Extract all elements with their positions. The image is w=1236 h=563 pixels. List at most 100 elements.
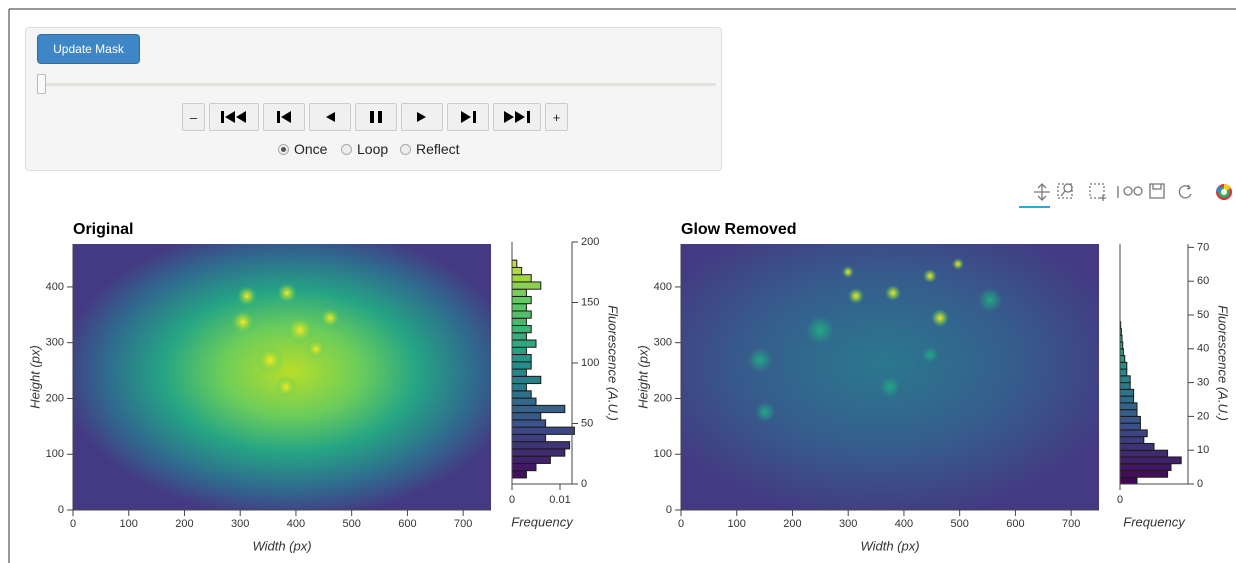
histogram-bar	[511, 462, 537, 472]
radio-option[interactable]: Reflect	[400, 141, 460, 157]
histogram-bar	[511, 441, 571, 450]
x-tick-label: 400	[287, 518, 305, 530]
histogram-bar	[511, 317, 527, 326]
histogram-bar	[511, 354, 532, 363]
y-axis-label: Height (px)	[27, 345, 42, 409]
histogram-bar	[511, 419, 547, 428]
histogram-bar	[1119, 361, 1128, 370]
histogram-bar	[1119, 348, 1124, 357]
y-tick-label: 100	[654, 448, 672, 460]
histogram-bar	[1119, 402, 1138, 411]
histogram-bar	[511, 448, 566, 457]
histogram-bar	[511, 404, 566, 414]
x-tick-label: 600	[1006, 518, 1024, 530]
histogram-bar	[511, 470, 527, 479]
histogram-bar	[1119, 436, 1145, 444]
radio-label: Once	[294, 141, 328, 157]
histogram-bar	[511, 361, 532, 370]
icon	[417, 112, 426, 122]
save-tool[interactable]	[1149, 183, 1165, 199]
play-button[interactable]	[401, 103, 443, 131]
histogram-bar	[511, 383, 527, 392]
histogram-bar	[511, 281, 542, 290]
histogram-bar	[511, 303, 527, 312]
radio-option[interactable]: Loop	[341, 141, 388, 157]
histogram-bar	[1119, 476, 1138, 485]
histogram-bar	[1119, 375, 1131, 384]
update-mask-button[interactable]: Update Mask	[37, 34, 140, 64]
y-axis-label: Height (px)	[635, 345, 650, 409]
x-tick-label: 300	[231, 518, 249, 530]
y-tick-label: 0	[1197, 478, 1203, 490]
toolbar	[1019, 183, 1232, 208]
y-tick-label: 30	[1197, 376, 1209, 388]
radio-label: Reflect	[416, 141, 460, 157]
icon	[221, 111, 246, 123]
histogram-bar	[511, 295, 532, 305]
icon	[326, 112, 335, 122]
y-tick-label: 100	[581, 357, 599, 369]
x-tick-label: 500	[342, 518, 360, 530]
step-minus-button[interactable]: –	[182, 103, 205, 131]
y-tick-label: 150	[581, 296, 599, 308]
y-tick-label: 0	[581, 478, 587, 490]
hover-tool[interactable]	[1117, 186, 1143, 198]
histogram-bar	[511, 288, 527, 297]
icon	[276, 111, 291, 123]
x-tick-label: 100	[120, 518, 138, 530]
histogram-bar	[511, 375, 542, 385]
histogram-bar	[511, 266, 523, 276]
histogram-bar	[1119, 388, 1135, 397]
histogram-bar	[1119, 382, 1131, 390]
histogram-bar	[1119, 395, 1135, 404]
histogram-bar	[1119, 409, 1138, 417]
widget-box: Update Mask – + Once Loop Reflect	[25, 27, 722, 171]
step-back-button[interactable]	[263, 103, 305, 131]
histogram-bar	[1119, 422, 1141, 431]
x-tick-label: 0.01	[549, 494, 570, 506]
histogram-bar	[1119, 368, 1128, 377]
radio-option[interactable]: Once	[278, 141, 327, 157]
x-tick-label: 600	[398, 518, 416, 530]
x-tick-label: 300	[839, 518, 857, 530]
pause-button[interactable]	[355, 103, 397, 131]
histogram-bar	[511, 259, 518, 268]
radio-dot[interactable]	[278, 143, 289, 155]
icon	[460, 111, 476, 123]
radio-dot[interactable]	[400, 143, 411, 155]
box-select-tool[interactable]	[1089, 183, 1106, 201]
step-forward-button[interactable]	[447, 103, 489, 131]
reset-tool[interactable]	[1178, 184, 1192, 199]
first-button[interactable]	[209, 103, 259, 131]
logo[interactable]	[1216, 183, 1232, 200]
radio-dot[interactable]	[341, 143, 352, 155]
histogram-bar	[511, 324, 532, 334]
histogram-bar	[1119, 469, 1169, 478]
pan-tool[interactable]	[1019, 183, 1050, 208]
last-button[interactable]	[493, 103, 541, 131]
slider-handle[interactable]	[37, 74, 46, 94]
slider-track[interactable]	[41, 83, 716, 86]
y-tick-label: 400	[654, 281, 672, 293]
y-tick-label: 20	[1197, 410, 1209, 422]
y-tick-label: 0	[666, 504, 672, 516]
histogram-bar	[511, 433, 547, 443]
play-back-button[interactable]	[309, 103, 351, 131]
step-plus-button[interactable]: +	[545, 103, 568, 131]
y-axis-label: Fluorescence (A.U.)	[1216, 305, 1231, 421]
y-tick-label: 300	[46, 337, 64, 349]
zoom-tool[interactable]	[1057, 183, 1073, 199]
histogram-bar	[1119, 463, 1172, 471]
histogram-bar	[1119, 456, 1182, 465]
x-tick-label: 500	[950, 518, 968, 530]
y-tick-label: 10	[1197, 444, 1209, 456]
y-tick-label: 0	[58, 504, 64, 516]
x-axis-label: Width (px)	[252, 538, 311, 553]
y-axis-label: Fluorescence (A.U.)	[606, 305, 621, 421]
histogram-bar	[511, 426, 575, 435]
y-tick-label: 100	[46, 448, 64, 460]
histogram-bar	[1119, 449, 1169, 458]
image-glow-removed	[681, 244, 1099, 510]
